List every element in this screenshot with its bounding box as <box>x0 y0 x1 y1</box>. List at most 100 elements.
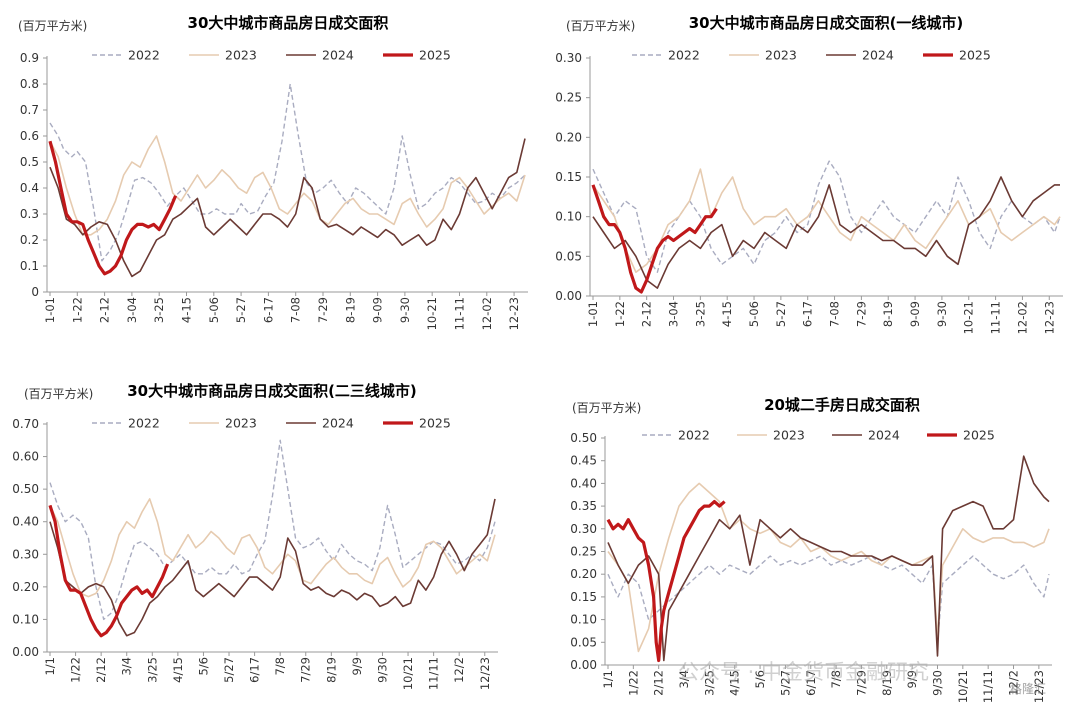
legend-label-2022: 2022 <box>128 48 160 63</box>
series-line-2022 <box>592 160 1061 273</box>
y-tick-label: 0.5 <box>20 155 39 169</box>
x-tick-label: 7-29 <box>316 297 330 323</box>
y-tick-label: 0.00 <box>555 289 582 303</box>
legend-label-2024: 2024 <box>868 428 900 443</box>
x-tick-label: 3/4 <box>677 670 691 689</box>
series-line-2024 <box>592 176 1060 289</box>
x-tick-label: 9/30 <box>930 670 944 696</box>
x-tick-label: 9-30 <box>398 297 412 323</box>
legend-label-2024: 2024 <box>322 416 354 431</box>
y-tick-label: 0.05 <box>555 249 582 263</box>
y-tick-label: 0.25 <box>555 91 582 105</box>
x-tick-label: 1/22 <box>626 670 640 696</box>
y-tick-label: 0.30 <box>555 51 582 65</box>
y-tick-label: 0.05 <box>570 635 597 649</box>
x-tick-label: 2/12 <box>652 670 666 696</box>
series-line-2025 <box>606 500 726 663</box>
x-tick-label: 10/21 <box>401 657 415 690</box>
legend-label-2023: 2023 <box>225 48 257 63</box>
x-tick-label: 5-27 <box>774 301 788 327</box>
x-tick-label: 8/19 <box>324 657 338 683</box>
y-tick-label: 0.70 <box>12 417 39 431</box>
legend: 2022 2023 2024 2025 <box>642 428 995 443</box>
series-line-2023 <box>49 135 526 236</box>
legend: 2022 2023 2024 2025 <box>92 416 451 431</box>
unit-label: (百万平方米) <box>24 386 93 401</box>
x-tick-label: 12-02 <box>1015 301 1029 334</box>
chart-panel-4: 20城二手房日成交面积 (百万平方米) 0.00 0.05 0.10 0.15 0.20 0.… <box>570 396 1052 703</box>
legend: 2022 2023 2024 2025 <box>92 48 451 63</box>
x-tick-label: 12-23 <box>1042 301 1056 334</box>
x-tick-label: 2-12 <box>98 297 112 323</box>
x-tick-label: 11-11 <box>989 301 1003 334</box>
x-tick-label: 8-19 <box>343 297 357 323</box>
legend-label-2023: 2023 <box>225 416 257 431</box>
y-tick-label: 0.2 <box>20 233 39 247</box>
x-tick-label: 12/23 <box>1032 670 1046 703</box>
legend-label-2024: 2024 <box>862 48 894 63</box>
x-tick-label: 10-21 <box>425 297 439 330</box>
x-tick-label: 4/15 <box>171 657 185 683</box>
unit-label: (百万平方米) <box>18 18 87 33</box>
y-tick-label: 0.1 <box>20 259 39 273</box>
x-tick-label: 3-25 <box>693 301 707 327</box>
x-tick-label: 5/6 <box>196 657 210 676</box>
x-tick-label: 7-29 <box>854 301 868 327</box>
legend-label-2025: 2025 <box>419 48 451 63</box>
x-tick-label: 7/8 <box>273 657 287 676</box>
y-tick-label: 0.3 <box>20 207 39 221</box>
chart-title: 30大中城市商品房日成交面积(一线城市) <box>689 14 964 32</box>
x-tick-label: 6/17 <box>248 657 262 683</box>
x-tick-label: 8/19 <box>880 670 894 696</box>
chart-title: 30大中城市商品房日成交面积 <box>188 14 389 32</box>
y-tick-label: 0.7 <box>20 103 39 117</box>
legend-label-2025: 2025 <box>963 428 995 443</box>
y-tick-label: 0.30 <box>570 522 597 536</box>
x-tick-label: 9/9 <box>350 657 364 676</box>
x-tick-label: 3/4 <box>120 657 134 676</box>
chart-panel-1: 30大中城市商品房日成交面积 (百万平方米) 0 0.1 0.2 0.3 0.4 0.5 0.6… <box>18 14 528 330</box>
series-line-2024 <box>49 498 496 637</box>
x-tick-label: 10-21 <box>962 301 976 334</box>
y-tick-label: 0.35 <box>570 499 597 513</box>
x-tick-label: 12-23 <box>507 297 521 330</box>
y-tick-label: 0.30 <box>12 547 39 561</box>
y-tick-label: 0.45 <box>570 454 597 468</box>
x-tick-label: 3-04 <box>667 301 681 327</box>
x-tick-label: 7-08 <box>289 297 303 323</box>
chart-title: 30大中城市商品房日成交面积(二三线城市) <box>127 382 417 400</box>
legend-label-2022: 2022 <box>668 48 700 63</box>
x-tick-label: 4-15 <box>720 301 734 327</box>
x-tick-label: 1/1 <box>601 670 615 689</box>
y-tick-label: 0.6 <box>20 129 39 143</box>
x-tick-label: 10/21 <box>956 670 970 703</box>
y-tick-label: 0.20 <box>12 580 39 594</box>
x-tick-label: 7-08 <box>828 301 842 327</box>
x-tick-label: 6-17 <box>261 297 275 323</box>
y-tick-label: 0.10 <box>12 612 39 626</box>
y-tick-label: 0.00 <box>570 658 597 672</box>
x-tick-label: 7/29 <box>854 670 868 696</box>
x-tick-label: 3/25 <box>702 670 716 696</box>
x-tick-label: 1/1 <box>43 657 57 676</box>
y-tick-label: 0.20 <box>555 130 582 144</box>
y-tick-label: 0.9 <box>20 51 39 65</box>
y-tick-label: 0.25 <box>570 545 597 559</box>
x-tick-label: 9-09 <box>908 301 922 327</box>
series-line-2022 <box>49 83 526 262</box>
x-tick-label: 7/29 <box>299 657 313 683</box>
x-tick-label: 1-01 <box>43 297 57 323</box>
legend-label-2025: 2025 <box>419 416 451 431</box>
chart-title: 20城二手房日成交面积 <box>764 396 920 414</box>
x-tick-label: 5/27 <box>222 657 236 683</box>
series-line-2024 <box>49 138 526 278</box>
legend: 2022 2023 2024 2025 <box>632 48 991 63</box>
x-tick-label: 6-17 <box>801 301 815 327</box>
series-line-2025 <box>591 184 718 294</box>
y-tick-label: 0.60 <box>12 450 39 464</box>
legend-label-2025: 2025 <box>959 48 991 63</box>
x-tick-label: 9/30 <box>375 657 389 683</box>
series-line-2023 <box>49 498 496 598</box>
y-tick-label: 0.8 <box>20 77 39 91</box>
x-tick-label: 2-12 <box>640 301 654 327</box>
